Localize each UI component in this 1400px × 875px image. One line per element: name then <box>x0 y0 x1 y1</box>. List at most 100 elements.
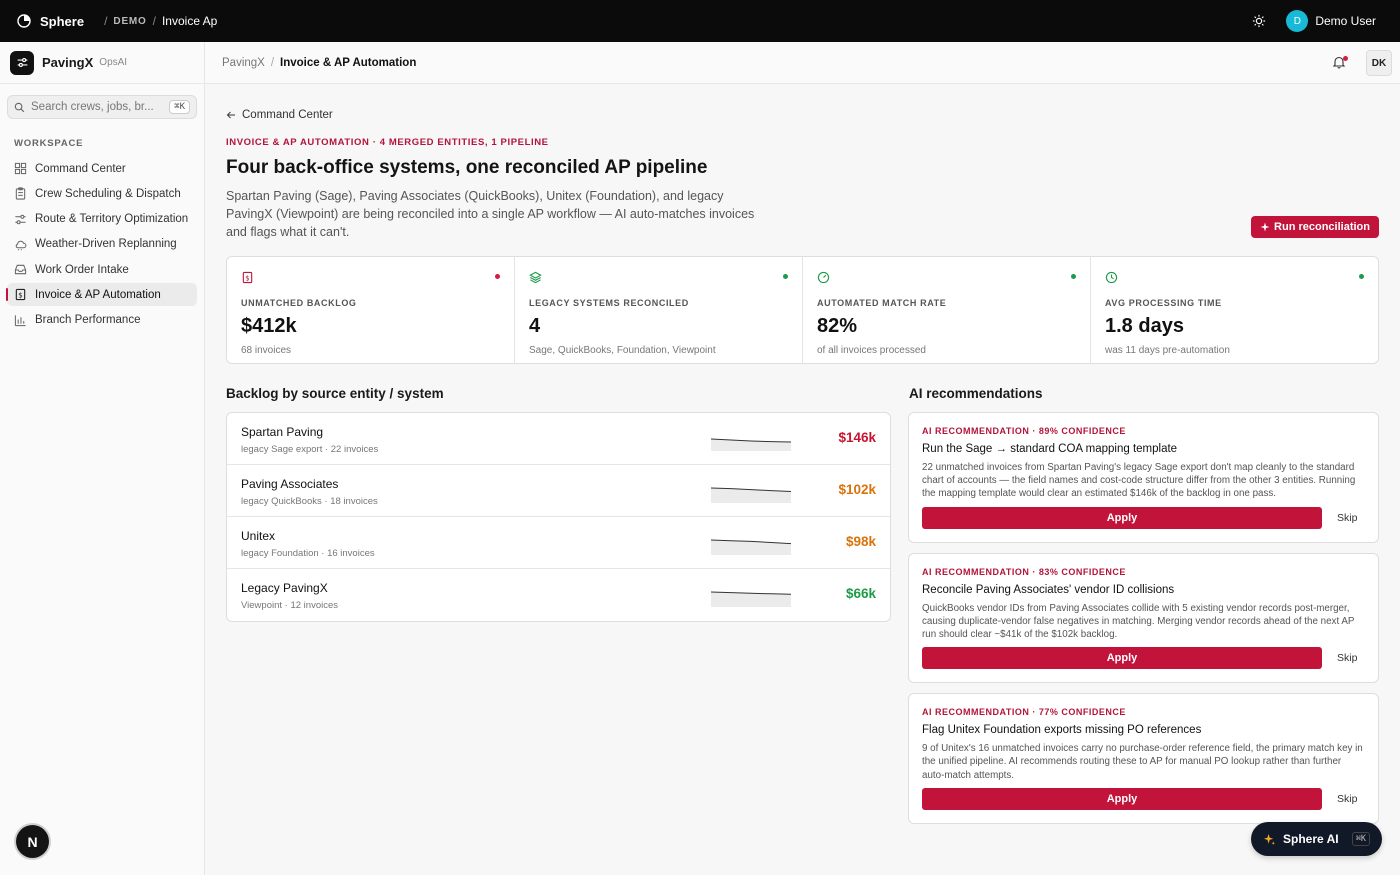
entity-name: Spartan Paving <box>241 425 324 439</box>
sidebar-item-label: Branch Performance <box>35 314 141 327</box>
kpi-subtext: Sage, QuickBooks, Foundation, Viewpoint <box>529 345 716 356</box>
run-reconciliation-button[interactable]: Run reconciliation <box>1251 216 1379 238</box>
user-avatar[interactable]: D <box>1286 10 1309 32</box>
kpi-subtext: 68 invoices <box>241 345 292 356</box>
brand-name[interactable]: Sphere <box>40 13 85 29</box>
apply-button[interactable]: Apply <box>922 506 1322 529</box>
notification-dot <box>1343 56 1348 61</box>
status-dot <box>1359 274 1364 279</box>
recommendation-tag: AI RECOMMENDATION · 89% CONFIDENCE <box>922 426 1126 436</box>
backlog-list: Spartan Paving legacy Sage export · 22 i… <box>226 412 891 622</box>
sidebar-item-branch-performance[interactable]: Branch Performance <box>7 309 197 332</box>
kpi-unmatched-backlog: $ UNMATCHED BACKLOG $412k 68 invoices <box>227 257 515 363</box>
sparkline-line <box>711 438 791 443</box>
recommendation-card: AI RECOMMENDATION · 89% CONFIDENCE Run t… <box>908 412 1379 543</box>
sidebar: PavingX OpsAI ⌘K WORKSPACE Command Cente… <box>0 42 205 875</box>
theme-toggle-sun-icon[interactable] <box>1252 14 1266 28</box>
app-logo-icon[interactable] <box>10 50 34 75</box>
sidebar-item-weather-replanning[interactable]: Weather-Driven Replanning <box>7 233 197 256</box>
backlog-row[interactable]: Paving Associates legacy QuickBooks · 18… <box>227 465 890 517</box>
sparkline-line <box>711 487 791 492</box>
kpi-subtext: of all invoices processed <box>817 345 926 356</box>
backlog-sparkline <box>711 591 791 607</box>
user-name[interactable]: Demo User <box>1315 14 1376 28</box>
search-input[interactable] <box>31 101 170 113</box>
search-box[interactable]: ⌘K <box>7 95 197 119</box>
app-subtitle: OpsAI <box>99 57 128 68</box>
main-header: PavingX / Invoice & AP Automation DK <box>205 42 1400 84</box>
recommendation-card: AI RECOMMENDATION · 77% CONFIDENCE Flag … <box>908 693 1379 824</box>
inbox-icon <box>14 263 27 276</box>
sparkline-area <box>711 488 791 503</box>
sidebar-item-crew-scheduling[interactable]: Crew Scheduling & Dispatch <box>7 182 197 205</box>
kpi-value: 4 <box>529 315 541 337</box>
recommendation-body: 22 unmatched invoices from Spartan Pavin… <box>922 462 1356 500</box>
top-bar: Sphere / DEMO / Invoice Ap D Demo User <box>0 0 1400 42</box>
sparkline-line <box>711 591 791 595</box>
entity-name: Legacy PavingX <box>241 581 328 595</box>
sphere-ai-button[interactable]: Sphere AI ⌘K <box>1251 822 1382 856</box>
sidebar-header: PavingX OpsAI <box>0 42 204 84</box>
env-label[interactable]: DEMO <box>113 15 147 27</box>
sidebar-item-label: Crew Scheduling & Dispatch <box>35 187 181 200</box>
backlog-value: $102k <box>838 482 876 497</box>
sidebar-item-command-center[interactable]: Command Center <box>7 157 197 180</box>
sidebar-item-invoice-ap[interactable]: $ Invoice & AP Automation <box>6 283 197 307</box>
page-description: Spartan Paving (Sage), Paving Associates… <box>226 189 755 239</box>
backlog-sparkline <box>711 438 791 451</box>
backlog-sparkline <box>711 487 791 503</box>
backlog-heading: Backlog by source entity / system <box>226 386 444 401</box>
workspace-avatar[interactable]: N <box>16 825 49 858</box>
back-link[interactable]: Command Center <box>226 109 1379 121</box>
recommendation-title: Flag Unitex Foundation exports missing P… <box>922 724 1202 737</box>
entity-name: Unitex <box>241 529 276 543</box>
kpi-legacy-systems: LEGACY SYSTEMS RECONCILED 4 Sage, QuickB… <box>515 257 803 363</box>
recommendation-tag: AI RECOMMENDATION · 77% CONFIDENCE <box>922 707 1126 718</box>
entity-subtext: legacy Sage export · 22 invoices <box>241 444 379 455</box>
breadcrumb-parent[interactable]: PavingX <box>222 56 265 69</box>
recommendation-title: Reconcile Paving Associates' vendor ID c… <box>922 583 1175 596</box>
kpi-label: UNMATCHED BACKLOG <box>241 298 357 308</box>
backlog-sparkline <box>711 539 791 555</box>
grid-icon <box>14 162 27 175</box>
sidebar-item-label: Weather-Driven Replanning <box>35 238 177 251</box>
clock-icon <box>1105 271 1118 284</box>
sidebar-item-work-order-intake[interactable]: Work Order Intake <box>7 258 197 281</box>
topbar-page[interactable]: Invoice Ap <box>161 14 218 28</box>
skip-button[interactable]: Skip <box>1337 792 1358 805</box>
main-content: Command Center INVOICE & AP AUTOMATION ·… <box>226 84 1379 824</box>
backlog-row[interactable]: Legacy PavingX Viewpoint · 12 invoices $… <box>227 569 890 621</box>
sidebar-item-label: Route & Territory Optimization <box>35 213 189 226</box>
recommendation-body: QuickBooks vendor IDs from Paving Associ… <box>922 602 1355 641</box>
sparkle-icon <box>1260 222 1270 232</box>
kpi-value: 82% <box>817 315 858 337</box>
cloud-icon <box>14 238 27 251</box>
run-reconciliation-label: Run reconciliation <box>1274 221 1370 233</box>
backlog-value: $146k <box>838 430 876 445</box>
sidebar-nav: Command Center Crew Scheduling & Dispatc… <box>0 157 204 332</box>
skip-button[interactable]: Skip <box>1337 652 1358 665</box>
entity-subtext: Viewpoint · 12 invoices <box>241 600 338 611</box>
kpi-label: AUTOMATED MATCH RATE <box>817 298 947 308</box>
svg-text:$: $ <box>18 292 22 300</box>
gauge-icon <box>817 271 830 284</box>
kpi-processing-time: AVG PROCESSING TIME 1.8 days was 11 days… <box>1091 257 1378 363</box>
profile-avatar[interactable]: DK <box>1366 50 1392 76</box>
apply-button[interactable]: Apply <box>922 787 1322 810</box>
recommendation-card: AI RECOMMENDATION · 83% CONFIDENCE Recon… <box>908 552 1379 684</box>
apply-button[interactable]: Apply <box>922 647 1322 670</box>
notifications-bell-icon[interactable] <box>1332 55 1346 69</box>
kpi-value: $412k <box>241 315 297 337</box>
entity-subtext: legacy Foundation · 16 invoices <box>241 548 375 559</box>
layers-icon <box>529 271 542 284</box>
sparkle-icon <box>1263 833 1276 846</box>
sidebar-item-route-optimization[interactable]: Route & Territory Optimization <box>7 208 197 231</box>
skip-button[interactable]: Skip <box>1337 511 1358 524</box>
entity-subtext: legacy QuickBooks · 18 invoices <box>241 496 378 507</box>
sparkline-line <box>711 539 791 545</box>
sparkline-area <box>711 540 791 555</box>
svg-text:$: $ <box>245 274 249 282</box>
backlog-value: $66k <box>845 586 876 601</box>
backlog-row[interactable]: Unitex legacy Foundation · 16 invoices $… <box>227 517 890 569</box>
backlog-row[interactable]: Spartan Paving legacy Sage export · 22 i… <box>227 413 890 465</box>
